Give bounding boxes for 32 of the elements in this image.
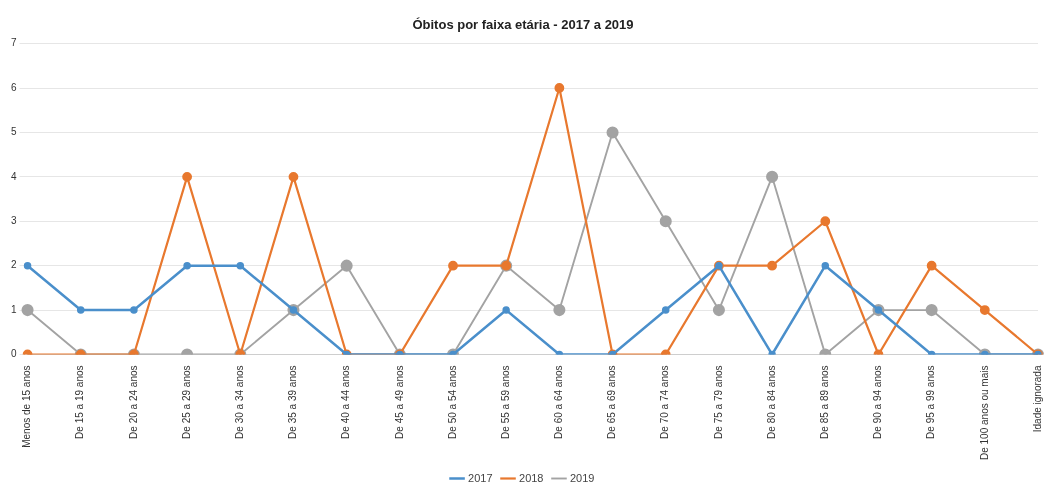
- x-tick-label: De 65 a 69 anos: [606, 365, 618, 439]
- y-tick-label: 7: [11, 37, 17, 49]
- y-tick-label: 6: [11, 81, 17, 93]
- y-tick-label: 4: [11, 170, 17, 182]
- x-tick-label: De 70 a 74 anos: [659, 365, 671, 439]
- legend-label: 2019: [569, 471, 595, 484]
- x-tick-label: De 100 anos ou mais: [978, 365, 990, 461]
- x-tick-label: De 20 a 24 anos: [127, 365, 139, 439]
- legend-label: 2017: [468, 471, 493, 484]
- x-tick-label: De 40 a 44 anos: [340, 365, 352, 439]
- y-tick-label: 2: [11, 259, 17, 271]
- x-tick-label: De 50 a 54 anos: [446, 365, 458, 439]
- x-tick-label: De 55 a 59 anos: [499, 365, 511, 439]
- y-tick-label: 0: [11, 348, 17, 360]
- x-tick-label: Menos de 15 anos: [21, 365, 33, 448]
- x-tick-label: De 80 a 84 anos: [765, 365, 777, 439]
- x-tick-label: De 90 a 94 anos: [872, 365, 884, 439]
- x-tick-label: De 35 a 39 anos: [287, 365, 299, 439]
- x-tick-label: De 30 a 34 anos: [234, 365, 246, 439]
- x-tick-label: De 85 a 89 anos: [819, 365, 831, 439]
- y-tick-label: 5: [11, 126, 17, 138]
- x-tick-label: De 45 a 49 anos: [393, 365, 405, 439]
- x-tick-label: De 15 a 19 anos: [74, 365, 86, 439]
- x-tick-label: De 60 a 64 anos: [553, 365, 565, 439]
- y-tick-label: 1: [11, 303, 17, 315]
- y-tick-label: 3: [11, 215, 17, 227]
- legend-label: 2018: [519, 471, 544, 484]
- x-tick-label: De 25 a 29 anos: [180, 365, 192, 439]
- x-tick-label: De 75 a 79 anos: [712, 365, 724, 439]
- x-tick-label: De 95 a 99 anos: [925, 365, 937, 439]
- chart-title: Óbitos por faixa etária - 2017 a 2019: [412, 17, 634, 33]
- x-tick-label: Idade ignorada: [1031, 365, 1043, 433]
